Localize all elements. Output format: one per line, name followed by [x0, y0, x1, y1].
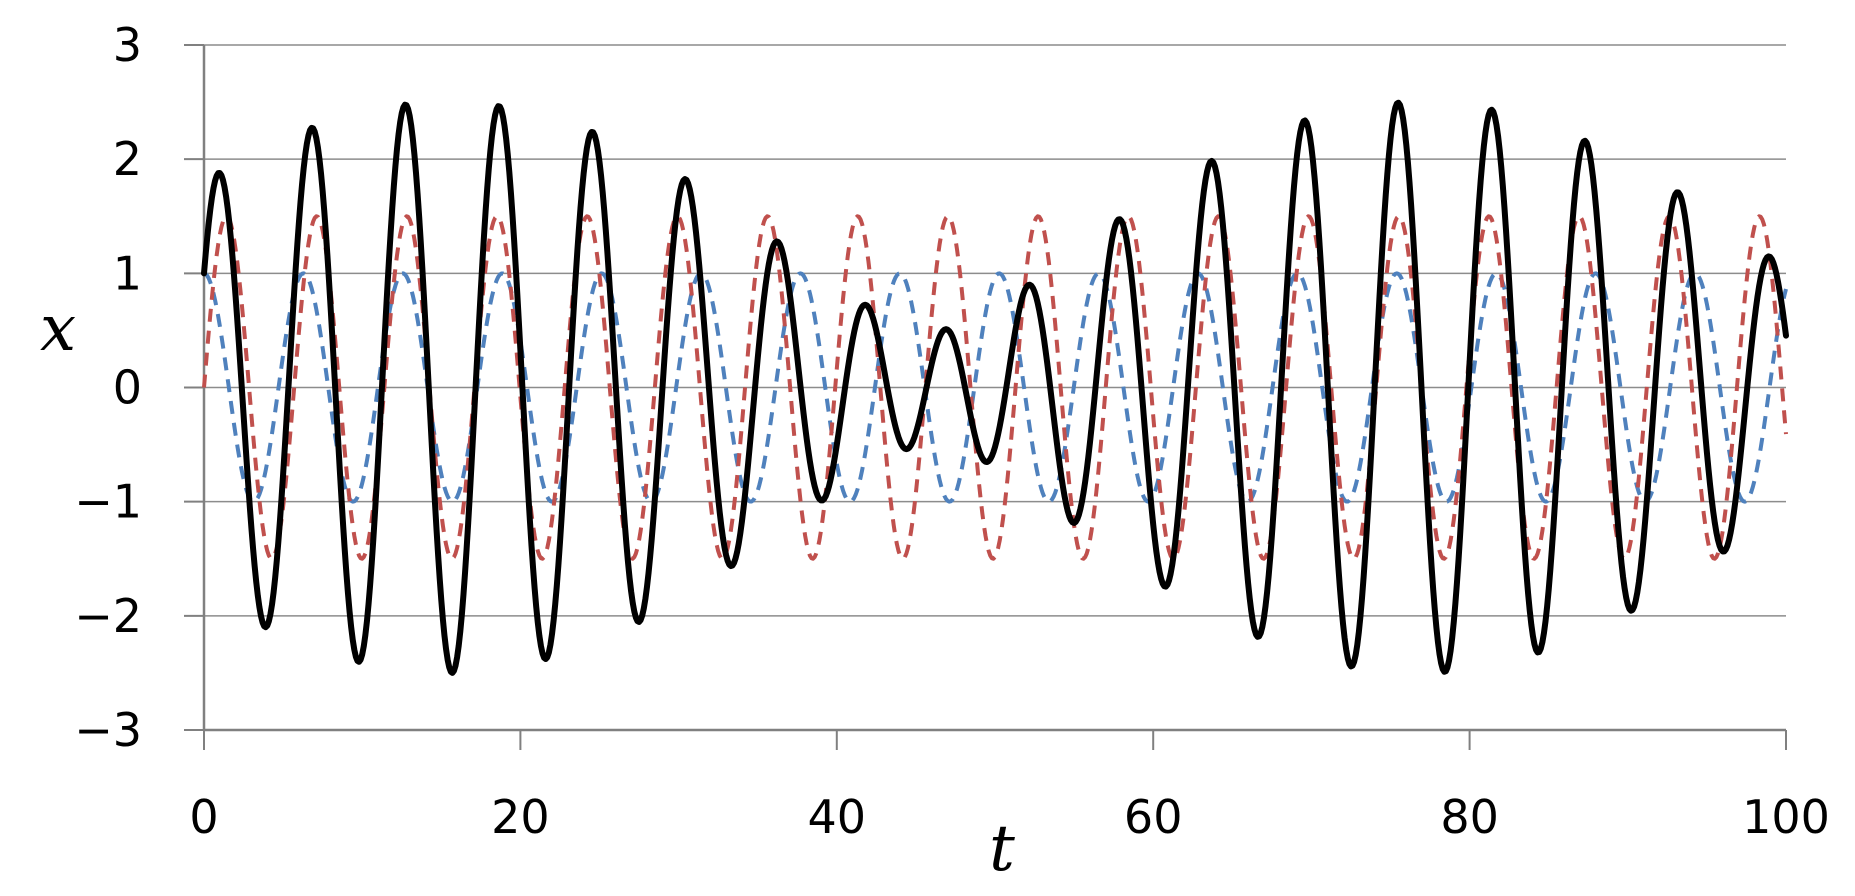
x-axis-label: t	[989, 812, 1015, 886]
axes	[184, 44, 1787, 750]
y-tick-label: −1	[74, 475, 142, 529]
x-tick-label: 60	[1124, 790, 1183, 844]
x-tick-label: 80	[1440, 790, 1499, 844]
series-layer	[201, 99, 1789, 676]
y-tick-label: 1	[113, 246, 142, 300]
y-tick-label: 2	[113, 132, 142, 186]
grid-lines	[204, 44, 1786, 617]
x-tick-label: 100	[1742, 790, 1830, 844]
y-axis-label: x	[40, 292, 76, 366]
series-line-3	[201, 99, 1789, 676]
x-tick-label: 40	[808, 790, 867, 844]
y-tick-label: 3	[113, 18, 142, 72]
series-line-1	[203, 271, 1788, 504]
x-tick-label: 20	[491, 790, 550, 844]
tick-labels: 3 2 1 0 −1 −2 −3 0 20 40 60 80 100	[74, 18, 1830, 844]
y-tick-label: −3	[74, 703, 142, 757]
x-tick-label: 0	[189, 790, 218, 844]
y-tick-label: −2	[74, 589, 142, 643]
y-tick-label: 0	[113, 361, 142, 415]
